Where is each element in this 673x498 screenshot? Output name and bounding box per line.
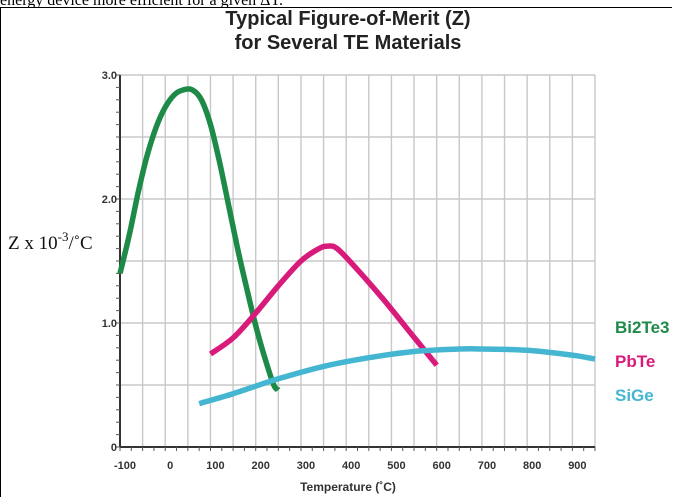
x-tick-label: -100 [114,460,136,472]
x-tick-label: 500 [387,460,405,472]
y-axis-label-exponent: -3 [58,229,69,244]
legend: Bi2Te3 PbTe SiGe [615,318,670,405]
legend-entry-bi2te3: Bi2Te3 [615,318,670,337]
x-axis-label: Temperature (˚C) [300,480,396,494]
x-tick-label: 400 [342,460,360,472]
x-tick-label: 100 [206,460,224,472]
series [120,89,595,404]
x-tick-label: 0 [167,460,173,472]
x-tick-label: 200 [252,460,270,472]
y-axis-label-base: Z x 10 [8,233,58,254]
y-tick-label: 3.0 [102,70,117,82]
grid [120,75,595,447]
y-axis-label: Z x 10-3/˚C [8,229,93,254]
series-line-sige [199,349,595,404]
x-tick-label: 900 [568,460,586,472]
axes: 0 1.0 2.0 3.0 -100 0 100 200 300 400 500 600 700 800 9… [102,70,595,472]
x-tick-label: 800 [523,460,541,472]
y-axis-label-unit: /˚C [68,233,92,254]
x-tick-label: 700 [478,460,496,472]
series-line-bi2te3 [120,89,278,390]
y-tick-label: 1.0 [102,318,117,330]
legend-entry-sige: SiGe [615,386,654,405]
y-tick-label: 2.0 [102,194,117,206]
chart-title-line1: Typical Figure-of-Merit (Z) [225,8,470,30]
chart-title-line2: for Several TE Materials [235,32,462,54]
legend-entry-pbte: PbTe [615,352,655,371]
x-tick-label: 300 [297,460,315,472]
y-tick-label: 0 [111,442,117,454]
x-tick-label: 600 [432,460,450,472]
